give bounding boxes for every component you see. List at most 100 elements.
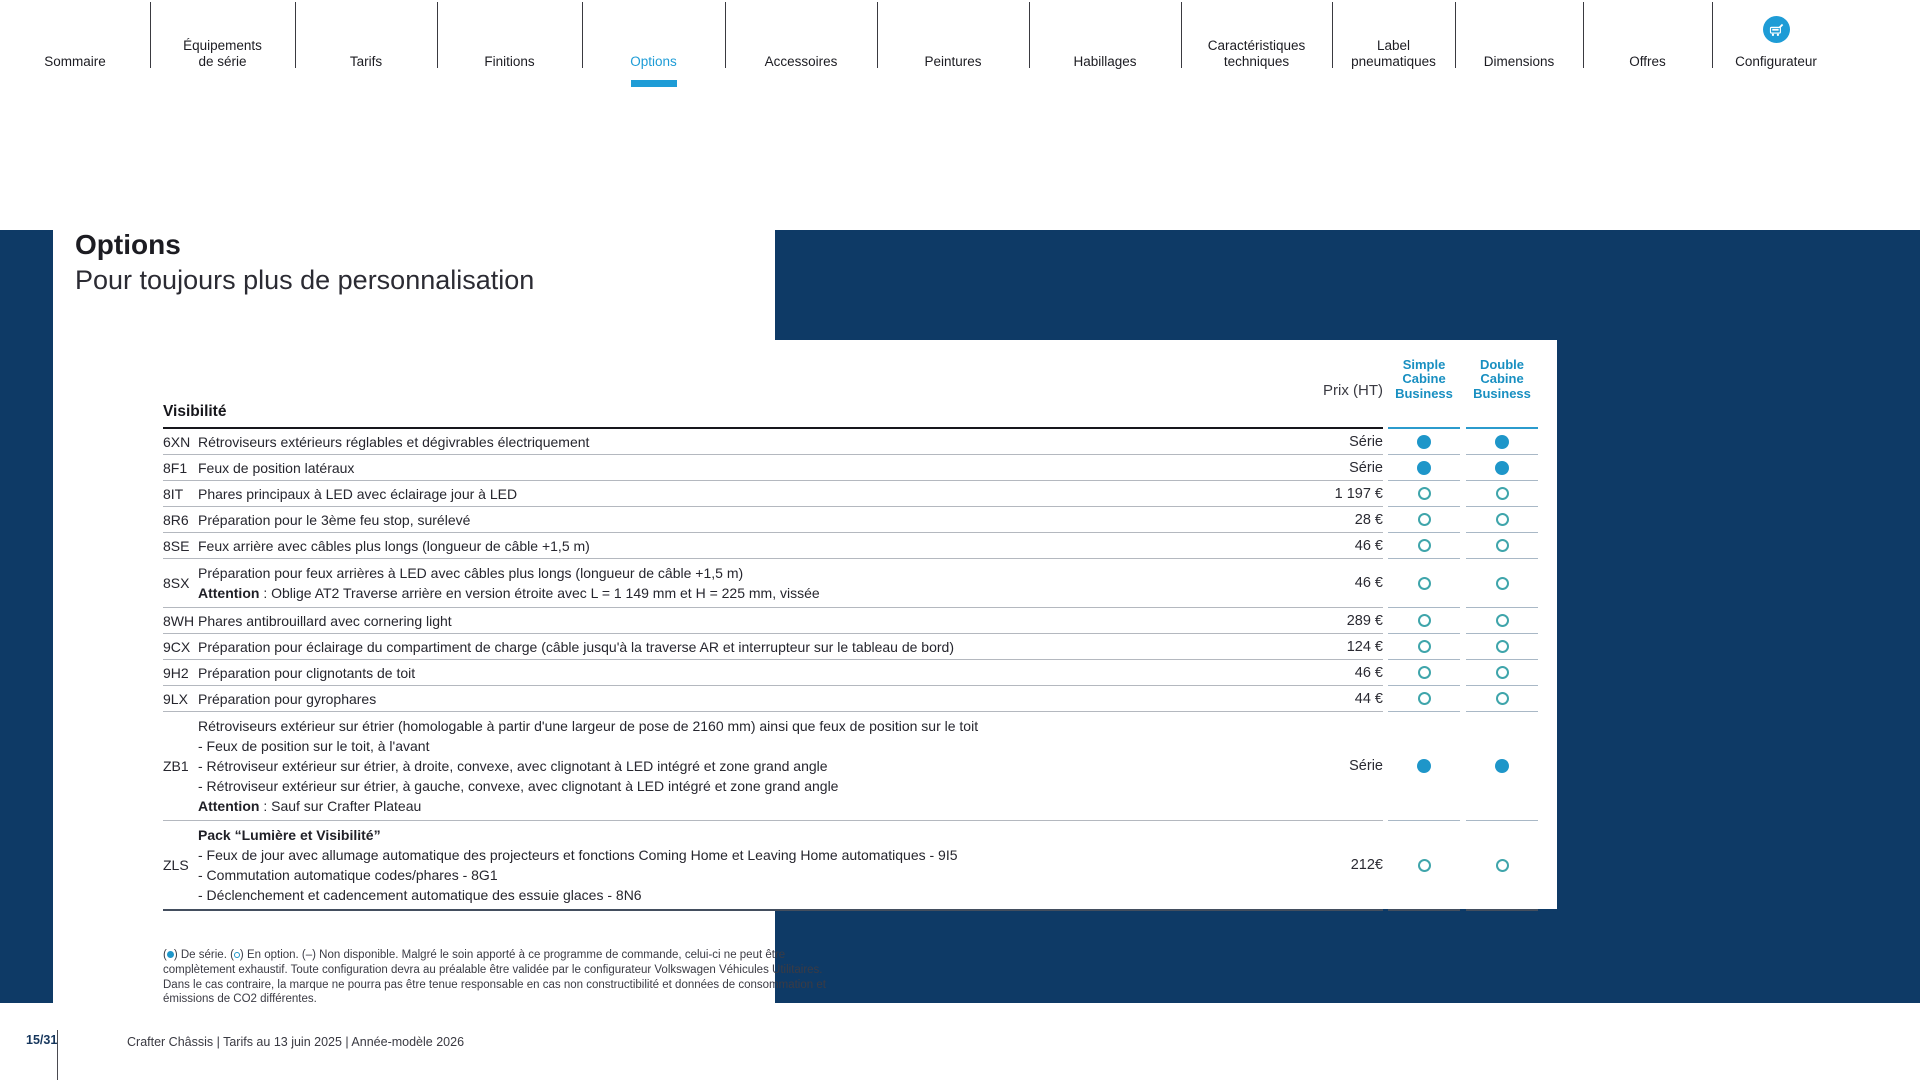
option-open-dot-icon <box>1417 614 1431 627</box>
nav-tab-label-pneumatiques[interactable]: Label pneumatiques <box>1332 0 1455 90</box>
option-price: Série <box>1349 758 1383 774</box>
option-code: ZLS <box>163 857 189 873</box>
option-description: Préparation pour gyrophares <box>198 690 377 707</box>
option-code: ZB1 <box>163 758 189 774</box>
nav-divider <box>1332 2 1333 68</box>
option-description: Pack “Lumière et Visibilité” - Feux de jo… <box>198 827 958 903</box>
column-header-double-cabine-business: Double Cabine Business <box>1466 340 1538 429</box>
option-description: Feux arrière avec câbles plus longs (lon… <box>198 537 590 554</box>
availability-simple-cabine <box>1388 660 1460 686</box>
nav-tab-offres[interactable]: Offres <box>1583 0 1712 90</box>
nav-tab-label: Dimensions <box>1483 54 1555 70</box>
option-row-8R6: 8R6 Préparation pour le 3ème feu stop, su… <box>163 507 1538 533</box>
nav-tab-label: Habillages <box>1073 54 1137 70</box>
availability-double-cabine <box>1466 455 1538 481</box>
option-row-6XN: 6XN Rétroviseurs extérieurs réglables et … <box>163 429 1538 455</box>
serie-filled-dot-icon <box>1417 759 1431 773</box>
availability-simple-cabine <box>1388 481 1460 507</box>
nav-tab-label: Offres <box>1629 54 1666 70</box>
option-price: Série <box>1349 459 1383 476</box>
option-open-dot-icon <box>1417 513 1431 526</box>
option-row-ZLS: ZLS Pack “Lumière et Visibilité” - Feux de… <box>163 821 1538 911</box>
availability-simple-cabine <box>1388 559 1460 608</box>
option-open-dot-icon <box>1417 487 1431 500</box>
availability-simple-cabine <box>1388 634 1460 660</box>
option-price: 46 € <box>1354 664 1383 681</box>
nav-tab-dimensions[interactable]: Dimensions <box>1455 0 1583 90</box>
availability-simple-cabine <box>1388 712 1460 821</box>
option-code: 8F1 <box>163 459 188 476</box>
option-open-dot-icon <box>1495 640 1509 653</box>
availability-double-cabine <box>1466 608 1538 634</box>
availability-double-cabine <box>1466 481 1538 507</box>
nav-tab-tarifs[interactable]: Tarifs <box>295 0 437 90</box>
nav-tab-accessoires[interactable]: Accessoires <box>725 0 877 90</box>
nav-tab-peintures[interactable]: Peintures <box>877 0 1029 90</box>
option-row-main: 8IT Phares principaux à LED avec éclairag… <box>163 481 1383 507</box>
option-open-dot-icon <box>1495 666 1509 679</box>
serie-filled-dot-icon <box>1495 460 1509 475</box>
content-panel <box>53 230 775 1003</box>
option-code: 9H2 <box>163 664 189 681</box>
option-description: Préparation pour éclairage du compartime… <box>198 638 954 655</box>
configurator-van-icon <box>1762 16 1790 43</box>
availability-double-cabine <box>1466 429 1538 455</box>
legend-footnote: () De série. () En option. (–) Non dispo… <box>163 949 826 1006</box>
option-row-main: 8SX Préparation pour feux arrières à LED … <box>163 559 1383 608</box>
nav-tab-habillages[interactable]: Habillages <box>1029 0 1181 90</box>
nav-tab-label: Sommaire <box>44 54 106 70</box>
availability-double-cabine <box>1466 634 1538 660</box>
nav-tab-label: Peintures <box>924 54 982 70</box>
availability-double-cabine <box>1466 559 1538 608</box>
option-open-dot-icon <box>1495 513 1509 526</box>
availability-simple-cabine <box>1388 686 1460 712</box>
option-code: 8IT <box>163 485 184 502</box>
nav-tab-options[interactable]: Options <box>582 0 725 90</box>
availability-double-cabine <box>1466 660 1538 686</box>
nav-divider <box>582 2 583 68</box>
option-row-main: 8R6 Préparation pour le 3ème feu stop, su… <box>163 507 1383 533</box>
option-open-dot-icon <box>1495 576 1509 590</box>
option-price: 212€ <box>1350 857 1383 873</box>
option-price: 46 € <box>1354 537 1383 554</box>
option-open-dot-icon <box>1417 539 1431 552</box>
option-row-8F1: 8F1 Feux de position latéraux Série <box>163 455 1538 481</box>
option-code: 8WH <box>163 612 195 629</box>
nav-tab-finitions[interactable]: Finitions <box>437 0 582 90</box>
nav-tab-label: Options <box>630 54 677 70</box>
footer-divider <box>57 1030 58 1080</box>
nav-divider <box>150 2 151 68</box>
nav-tab-équipements-de-série[interactable]: Équipements de série <box>150 0 295 90</box>
nav-divider <box>877 2 878 68</box>
option-row-main: ZB1 Rétroviseurs extérieur sur étrier (ho… <box>163 712 1383 821</box>
option-code: 8SE <box>163 537 190 554</box>
availability-simple-cabine <box>1388 533 1460 559</box>
option-price: 124 € <box>1346 638 1383 655</box>
option-row-8SX: 8SX Préparation pour feux arrières à LED … <box>163 559 1538 608</box>
nav-tab-sommaire[interactable]: Sommaire <box>0 0 150 90</box>
table-body: 6XN Rétroviseurs extérieurs réglables et … <box>163 429 1538 911</box>
option-description: Préparation pour le 3ème feu stop, surél… <box>198 511 471 528</box>
availability-simple-cabine <box>1388 429 1460 455</box>
availability-simple-cabine <box>1388 507 1460 533</box>
nav-tab-caractéristiques-techniques[interactable]: Caractéristiques techniques <box>1181 0 1332 90</box>
availability-double-cabine <box>1466 712 1538 821</box>
availability-simple-cabine <box>1388 455 1460 481</box>
option-open-dot-icon <box>1495 539 1509 552</box>
nav-tab-configurateur[interactable]: Configurateur <box>1712 0 1840 90</box>
nav-tab-label: Caractéristiques techniques <box>1207 38 1306 70</box>
option-code: 8SX <box>163 575 190 591</box>
option-row-8IT: 8IT Phares principaux à LED avec éclairag… <box>163 481 1538 507</box>
availability-simple-cabine <box>1388 821 1460 911</box>
option-price: 289 € <box>1346 612 1383 629</box>
option-code: 9CX <box>163 638 191 655</box>
option-code: 6XN <box>163 433 191 450</box>
page-number: 15/31 <box>26 1033 58 1047</box>
options-table: Visibilité Prix (HT) Simple Cabine Busin… <box>163 340 1538 911</box>
option-open-dot-icon <box>1495 614 1509 627</box>
option-code: 9LX <box>163 690 188 707</box>
option-open-dot-icon <box>1417 692 1431 705</box>
option-price: 44 € <box>1354 690 1383 707</box>
availability-double-cabine <box>1466 507 1538 533</box>
